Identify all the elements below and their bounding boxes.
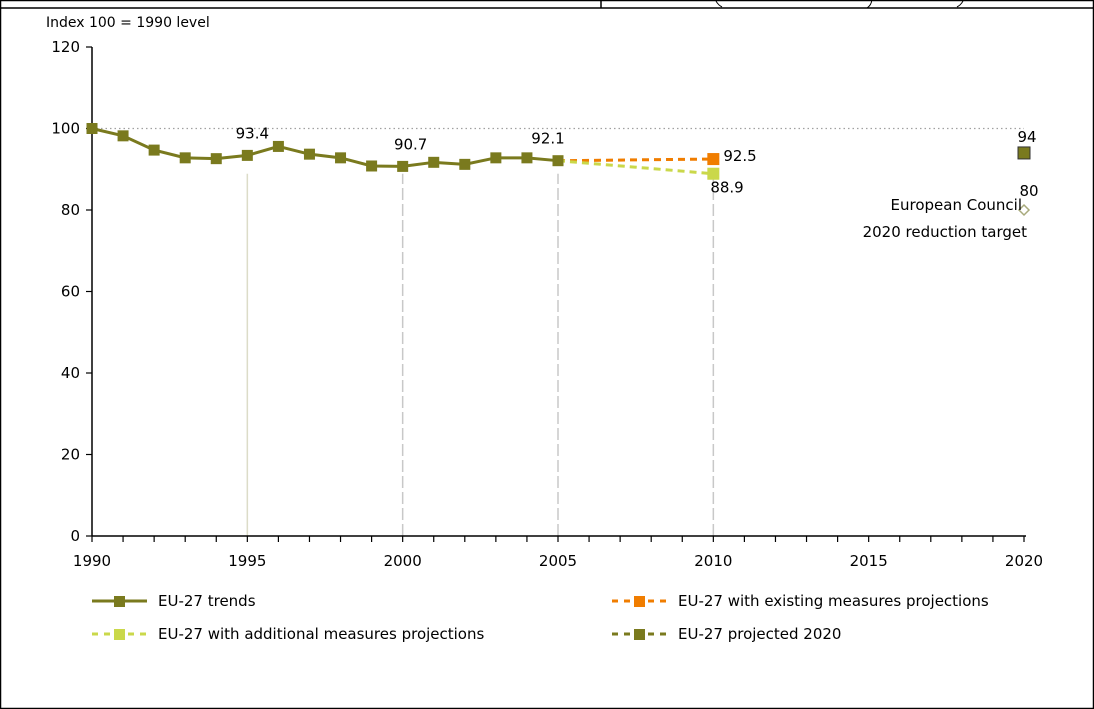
y-tick-label-40: 40 (61, 364, 80, 382)
y-tick-label-120: 120 (51, 38, 80, 56)
x-tick-label-1990: 1990 (73, 552, 111, 570)
data-label-2010-88.9: 88.9 (710, 179, 743, 197)
x-tick-label-2000: 2000 (384, 552, 422, 570)
data-label-2010-92.5: 92.5 (723, 147, 756, 165)
series-3-point-2020 (1017, 146, 1031, 160)
y-tick-label-100: 100 (51, 120, 80, 138)
header-glyph-comma (866, 0, 873, 9)
header-glyph-right (956, 0, 964, 8)
x-tick-label-2005: 2005 (539, 552, 577, 570)
series-line-1 (557, 157, 714, 163)
series-line-2 (557, 159, 714, 176)
x-tick-label-2015: 2015 (850, 552, 888, 570)
legend-label-0: EU-27 trends (158, 592, 256, 610)
series-line-0 (91, 127, 559, 168)
series-0-point-1998 (335, 152, 347, 164)
series-0-point-1990 (86, 123, 98, 134)
series-0-point-2004 (521, 152, 533, 164)
series-0-point-1997 (303, 148, 315, 160)
header-glyph-left (715, 0, 723, 8)
y-axis-label: Index 100 = 1990 level (46, 15, 210, 31)
legend-label-2: EU-27 with additional measures projectio… (158, 625, 484, 643)
series-0-point-1992 (148, 144, 160, 156)
data-label-2020-80: 80 (1019, 182, 1038, 200)
data-label-2000-90.7: 90.7 (394, 135, 427, 153)
data-label-1995-93.4: 93.4 (236, 124, 269, 142)
data-label-2005-92.1: 92.1 (531, 130, 564, 148)
series-0-point-1994 (210, 153, 222, 165)
target-label-line-1: European Council (891, 196, 1022, 214)
series-0-point-2005 (552, 155, 564, 167)
series-0-point-1993 (179, 152, 191, 164)
legend-marker-3 (634, 629, 645, 640)
series-0-point-2003 (490, 152, 502, 164)
target-label-line-2: 2020 reduction target (863, 223, 1028, 241)
legend-label-1: EU-27 with existing measures projections (678, 592, 989, 610)
series-0-point-2001 (428, 156, 440, 168)
legend-marker-1 (634, 596, 645, 607)
series-0-point-2000 (397, 160, 409, 172)
series-1-point-2010 (707, 153, 720, 166)
y-tick-label-60: 60 (61, 283, 80, 301)
y-tick-label-20: 20 (61, 446, 80, 464)
series-0-point-1996 (272, 140, 284, 152)
x-tick-label-2020: 2020 (1005, 552, 1043, 570)
series-0-point-1995 (241, 149, 253, 161)
legend-label-3: EU-27 projected 2020 (678, 625, 841, 643)
x-tick-label-1995: 1995 (228, 552, 266, 570)
data-label-2020-94: 94 (1017, 128, 1036, 146)
x-tick-label-2010: 2010 (694, 552, 732, 570)
y-tick-label-80: 80 (61, 201, 80, 219)
legend-marker-2 (114, 629, 125, 640)
series-0-point-1991 (117, 130, 129, 142)
series-0-point-2002 (459, 158, 471, 170)
legend-marker-0 (114, 596, 125, 607)
y-tick-label-0: 0 (70, 527, 80, 545)
series-2-point-2010 (707, 167, 720, 180)
target-2020-marker (1017, 203, 1031, 217)
series-0-point-1999 (366, 160, 378, 172)
